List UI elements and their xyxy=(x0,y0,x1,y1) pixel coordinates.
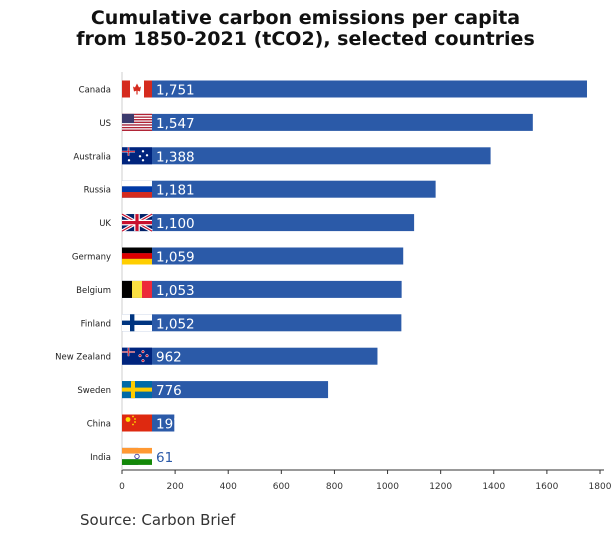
belgium-flag-icon xyxy=(122,280,152,298)
y-category-label: India xyxy=(90,453,111,463)
bar-value-label: 1,751 xyxy=(156,83,195,99)
australia-flag-icon xyxy=(122,147,152,165)
bar-value-label: 1,547 xyxy=(156,116,195,132)
new-zealand-flag-icon xyxy=(122,347,152,365)
bar xyxy=(122,147,491,165)
source-note: Source: Carbon Brief xyxy=(80,511,236,529)
x-tick-label: 1600 xyxy=(535,482,558,492)
germany-flag-icon xyxy=(122,247,152,265)
bar xyxy=(122,113,533,131)
x-tick-label: 1800 xyxy=(589,482,611,492)
chart-title-line-1: Cumulative carbon emissions per capita xyxy=(90,7,521,29)
bar-value-label: 776 xyxy=(156,383,182,399)
chart-title-line-2: from 1850-2021 (tCO2), selected countrie… xyxy=(76,28,535,50)
bar-value-label: 61 xyxy=(156,450,173,466)
finland-flag-icon xyxy=(122,314,152,332)
india-flag-icon xyxy=(122,447,152,465)
bar-value-label: 197 xyxy=(156,417,182,433)
bar xyxy=(122,247,404,265)
bar-value-label: 1,100 xyxy=(156,216,195,232)
uk-flag-icon xyxy=(121,212,153,233)
bar-value-label: 1,053 xyxy=(156,283,195,299)
bar xyxy=(122,280,402,298)
china-flag-icon xyxy=(122,414,152,432)
bar-value-label: 1,388 xyxy=(156,149,195,165)
sweden-flag-icon xyxy=(122,381,152,399)
chart-title: Cumulative carbon emissions per capita f… xyxy=(0,8,611,50)
y-category-label: Australia xyxy=(73,152,111,162)
bar-value-label: 1,059 xyxy=(156,250,195,266)
y-category-label: Russia xyxy=(84,186,111,196)
x-tick-label: 200 xyxy=(167,482,184,492)
x-tick-label: 800 xyxy=(326,482,343,492)
bar xyxy=(122,381,329,399)
y-category-label: Sweden xyxy=(77,386,111,396)
bar-value-label: 1,181 xyxy=(156,183,195,199)
bar xyxy=(122,347,378,365)
x-tick-label: 1000 xyxy=(376,482,399,492)
bar xyxy=(122,214,415,232)
bar-value-label: 962 xyxy=(156,350,182,366)
bar-value-label: 1,052 xyxy=(156,316,195,332)
x-tick-label: 0 xyxy=(119,482,125,492)
y-category-label: Finland xyxy=(81,319,111,329)
y-category-label: Canada xyxy=(79,86,111,96)
y-category-label: China xyxy=(87,420,111,430)
x-tick-label: 400 xyxy=(220,482,237,492)
canada-flag-icon xyxy=(122,80,152,98)
bar xyxy=(122,180,436,198)
y-category-label: Germany xyxy=(72,253,111,263)
bar xyxy=(122,314,402,332)
bar-chart: 0 200 400 600 800 1000 1200 1400 1600 1800 Canada 1… xyxy=(55,72,611,492)
x-tick-label: 1200 xyxy=(429,482,452,492)
y-category-label: UK xyxy=(99,219,111,229)
russia-flag-icon xyxy=(122,180,152,198)
us-flag-icon xyxy=(122,113,152,131)
x-tick-label: 600 xyxy=(273,482,290,492)
y-category-label: Belgium xyxy=(76,286,111,296)
bar xyxy=(122,80,587,98)
x-tick-label: 1400 xyxy=(482,482,505,492)
y-category-label: New Zealand xyxy=(55,353,111,363)
y-category-label: US xyxy=(99,119,111,129)
